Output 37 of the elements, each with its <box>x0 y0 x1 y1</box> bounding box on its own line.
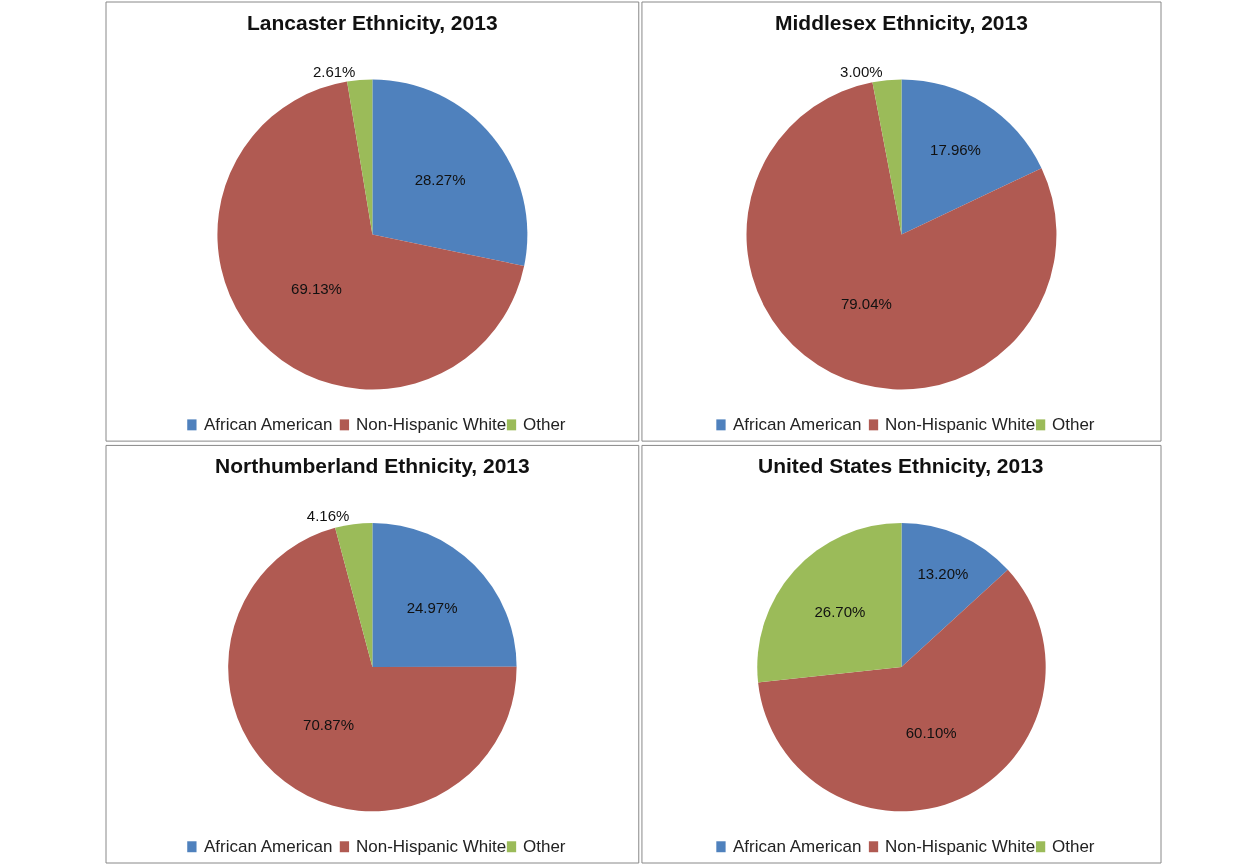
pie-slice <box>372 79 528 267</box>
legend-label: Other <box>523 837 566 856</box>
data-label: 70.87% <box>303 715 354 733</box>
legend-label: Non-Hispanic White <box>885 837 1036 856</box>
pie-slice <box>901 522 1008 668</box>
data-label: 3.00% <box>840 63 883 81</box>
legend-label: African American <box>733 415 862 434</box>
pie-slice <box>758 569 1046 812</box>
legend-label: Non-Hispanic White <box>356 415 507 434</box>
data-label: 69.13% <box>291 279 342 297</box>
legend-label: Other <box>1052 837 1095 856</box>
data-label: 13.20% <box>917 564 969 582</box>
data-label: 60.10% <box>905 724 957 742</box>
pie-slice <box>372 522 517 668</box>
data-label: 79.04% <box>840 295 892 313</box>
chart-title: Lancaster Ethnicity, 2013 <box>247 11 498 34</box>
chart-title: Northumberland Ethnicity, 2013 <box>215 454 530 477</box>
data-label: 28.27% <box>414 170 466 188</box>
legend-label: African American <box>204 415 333 434</box>
data-label: 24.97% <box>406 598 458 616</box>
pie-slice <box>901 79 1042 235</box>
pie-slice <box>746 82 1057 390</box>
legend-label: Non-Hispanic White <box>885 415 1036 434</box>
data-label: 26.70% <box>814 603 866 621</box>
legend-label: African American <box>733 837 862 856</box>
data-label: 17.96% <box>930 140 981 158</box>
pie-slice <box>217 81 525 390</box>
legend-label: Non-Hispanic White <box>356 837 507 856</box>
legend-label: Other <box>1052 415 1095 434</box>
chart-title: Middlesex Ethnicity, 2013 <box>775 11 1028 34</box>
pie-slice <box>228 527 517 812</box>
data-label: 2.61% <box>312 63 356 81</box>
legend-label: Other <box>523 415 566 434</box>
chart-title: United States Ethnicity, 2013 <box>758 454 1044 477</box>
pie-slice <box>757 522 902 683</box>
data-label: 4.16% <box>306 507 350 525</box>
legend-label: African American <box>204 837 333 856</box>
